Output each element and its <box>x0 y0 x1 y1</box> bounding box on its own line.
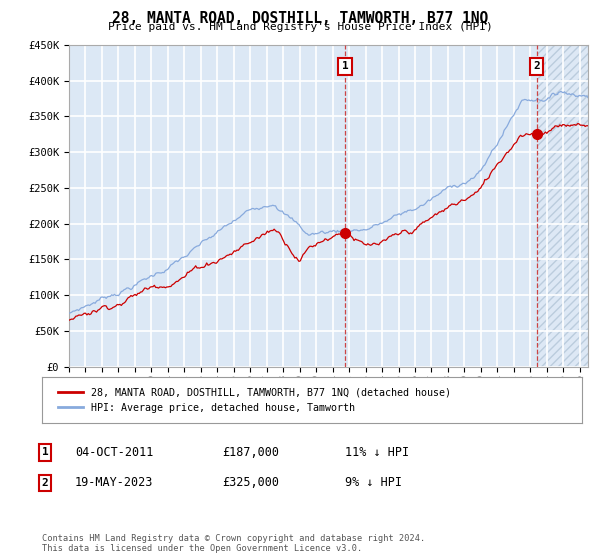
Text: 2: 2 <box>533 61 540 71</box>
Text: 28, MANTA ROAD, DOSTHILL, TAMWORTH, B77 1NQ: 28, MANTA ROAD, DOSTHILL, TAMWORTH, B77 … <box>112 11 488 26</box>
Text: 1: 1 <box>341 61 349 71</box>
Text: Contains HM Land Registry data © Crown copyright and database right 2024.
This d: Contains HM Land Registry data © Crown c… <box>42 534 425 553</box>
Bar <box>536 45 588 367</box>
Text: Price paid vs. HM Land Registry's House Price Index (HPI): Price paid vs. HM Land Registry's House … <box>107 22 493 32</box>
Text: 2: 2 <box>41 478 49 488</box>
Text: 19-MAY-2023: 19-MAY-2023 <box>75 476 154 489</box>
Text: 9% ↓ HPI: 9% ↓ HPI <box>345 476 402 489</box>
Text: 04-OCT-2011: 04-OCT-2011 <box>75 446 154 459</box>
Text: 11% ↓ HPI: 11% ↓ HPI <box>345 446 409 459</box>
Legend: 28, MANTA ROAD, DOSTHILL, TAMWORTH, B77 1NQ (detached house), HPI: Average price: 28, MANTA ROAD, DOSTHILL, TAMWORTH, B77 … <box>52 381 457 418</box>
Text: £325,000: £325,000 <box>222 476 279 489</box>
Text: 1: 1 <box>41 447 49 458</box>
Text: £187,000: £187,000 <box>222 446 279 459</box>
